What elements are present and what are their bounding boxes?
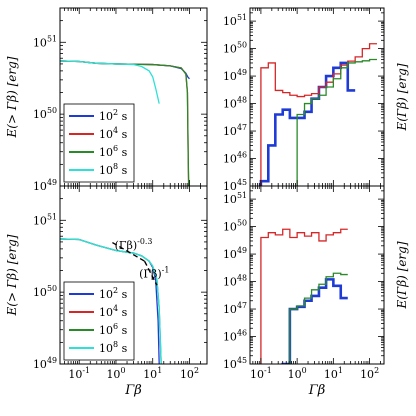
legend-entry: 106 s — [99, 322, 128, 337]
series-line-3 — [60, 60, 160, 104]
powerlaw-guide-1 — [143, 260, 158, 286]
x-tick-label: 101 — [143, 366, 162, 381]
y-axis-label: E(Γβ) [erg] — [395, 241, 409, 309]
legend: 102 s 104 s 106 s 108 s — [63, 281, 135, 361]
series-group — [60, 238, 162, 364]
x-tick-label: 102 — [360, 366, 379, 381]
y-tick-label: 1049 — [33, 356, 57, 371]
y-tick-label: 1050 — [223, 219, 247, 234]
y-tick-label: 1048 — [223, 96, 247, 111]
panel-top-right: 1045 1046 1047 1048 1049 1050 1051 E(Γβ) [erg] — [223, 7, 409, 193]
y-tick-label: 1051 — [223, 13, 247, 28]
series-line-2 — [289, 272, 348, 364]
legend-entry: 104 s — [99, 126, 128, 141]
series-group — [260, 228, 348, 364]
series-line-1 — [260, 228, 348, 364]
x-tick-label: 101 — [324, 366, 343, 381]
legend: 102 s 104 s 106 s 108 s — [63, 103, 135, 183]
x-axis-label: Γβ — [124, 383, 142, 398]
y-tick-label: 1047 — [223, 123, 247, 138]
x-tick-label: 10-1 — [68, 366, 90, 381]
series-group — [60, 60, 190, 186]
legend-entry: 102 s — [99, 108, 128, 123]
series-line-0 — [281, 278, 348, 364]
y-tick-label: 1049 — [223, 68, 247, 83]
y-tick-label: 1049 — [33, 178, 57, 193]
x-tick-label: 100 — [106, 366, 125, 381]
legend-entry: 108 s — [99, 162, 128, 177]
series-line-0 — [259, 61, 356, 186]
y-tick-label: 1050 — [33, 106, 57, 121]
y-axis-label: E(> Γβ) [erg] — [5, 56, 19, 138]
y-tick-label: 1051 — [223, 191, 247, 206]
y-tick-label: 1046 — [223, 329, 247, 344]
series-line-3 — [60, 238, 162, 364]
y-axis-label: E(> Γβ) [erg] — [5, 234, 19, 316]
axes-frame — [249, 185, 385, 365]
x-tick-label: 102 — [180, 366, 199, 381]
x-tick-label: 100 — [288, 366, 307, 381]
powerlaw-guide-0 — [112, 241, 145, 262]
legend-entry: 104 s — [99, 304, 128, 319]
x-tick-label: 10-1 — [250, 366, 272, 381]
series-line-2 — [296, 58, 377, 186]
legend-entry: 108 s — [99, 340, 128, 355]
series-group — [259, 43, 377, 186]
legend-entry: 106 s — [99, 144, 128, 159]
y-axis-label: E(Γβ) [erg] — [395, 63, 409, 131]
y-tick-label: 1051 — [33, 212, 57, 227]
legend-entry: 102 s — [99, 286, 128, 301]
y-tick-label: 1045 — [223, 178, 247, 193]
y-tick-label: 1047 — [223, 301, 247, 316]
panel-top-left: 1049 1050 1051 E(> Γβ) [erg] 102 s 104 s 106 s… — [5, 7, 208, 193]
y-tick-label: 1046 — [223, 151, 247, 166]
y-tick-label: 1050 — [223, 41, 247, 56]
y-tick-label: 1045 — [223, 356, 247, 371]
y-tick-label: 1048 — [223, 274, 247, 289]
annotation-0: (Γβ)-0.3 — [115, 237, 153, 252]
panel-bottom-left: 1049 1050 1051 10-1 100 101 102 E(> Γβ) [erg] Γβ… — [5, 185, 208, 398]
series-line-1 — [260, 43, 377, 186]
panel-bottom-right: 1045 1046 1047 1048 1049 1050 1051 10-1 100 101 10… — [223, 185, 409, 398]
y-tick-label: 1050 — [33, 284, 57, 299]
x-axis-label: Γβ — [308, 383, 326, 398]
annotation-1: (Γβ)-1 — [139, 266, 169, 281]
axes-frame — [249, 7, 385, 187]
y-tick-label: 1049 — [223, 246, 247, 261]
y-tick-label: 1051 — [33, 34, 57, 49]
